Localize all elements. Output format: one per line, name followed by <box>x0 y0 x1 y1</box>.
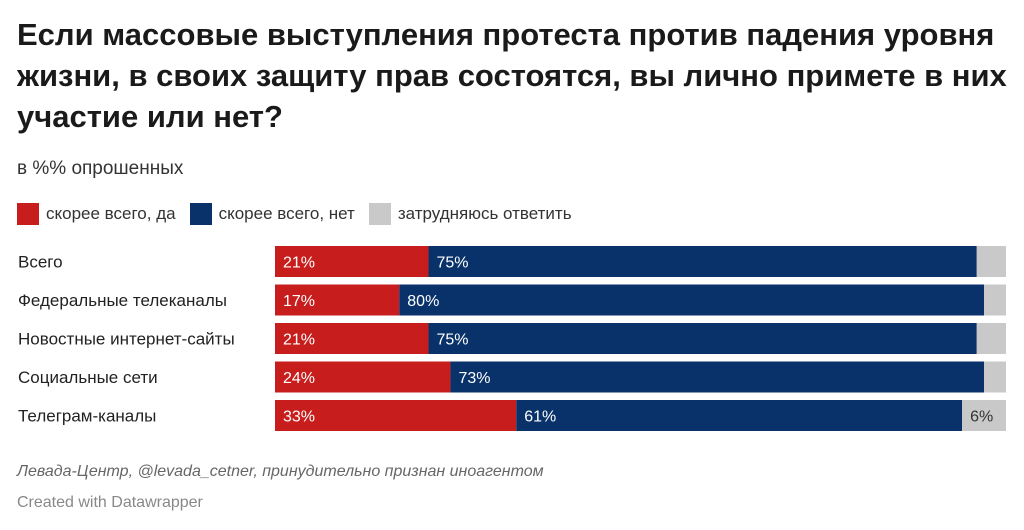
legend-item-unsure: затрудняюсь ответить <box>368 203 572 225</box>
bar-segment-unsure <box>976 246 1006 277</box>
data-label: 75% <box>437 255 469 272</box>
bar-segment-yes <box>275 361 451 393</box>
legend-swatch-no <box>189 203 212 225</box>
data-label: 75% <box>437 332 469 349</box>
bar-segment-unsure <box>976 323 1006 354</box>
data-label: 33% <box>283 409 315 426</box>
category-label: Новостные интернет-сайты <box>18 330 235 349</box>
bar-segment-no <box>450 361 985 393</box>
data-label: 24% <box>283 370 315 387</box>
data-label: 17% <box>283 293 315 310</box>
legend: скорее всего, да скорее всего, нет затру… <box>17 203 586 225</box>
category-label: Социальные сети <box>18 368 158 387</box>
data-label: 73% <box>458 370 490 387</box>
bar-segment-yes <box>275 400 517 431</box>
legend-swatch-unsure <box>368 203 391 225</box>
chart-subtitle: в %% опрошенных <box>17 158 184 179</box>
bar-segment-no <box>516 400 963 431</box>
bar-segment-no <box>428 323 977 354</box>
bar-segment-unsure <box>984 284 1006 316</box>
legend-label-unsure: затрудняюсь ответить <box>397 204 572 223</box>
data-label: 21% <box>283 332 315 349</box>
legend-label-no: скорее всего, нет <box>218 204 355 223</box>
category-label: Всего <box>18 253 63 272</box>
category-label: Телеграм-каналы <box>18 407 156 426</box>
legend-item-no: скорее всего, нет <box>189 203 355 225</box>
bar-segment-no <box>428 246 977 277</box>
data-label: 80% <box>407 293 439 310</box>
data-label: 6% <box>970 409 993 426</box>
data-label: 21% <box>283 255 315 272</box>
legend-item-yes: скорее всего, да <box>17 203 176 225</box>
source-note: Левада-Центр, @levada_cetner, принудител… <box>17 463 544 480</box>
credit-note: Created with Datawrapper <box>17 494 203 511</box>
chart-title: Если массовые выступления протеста проти… <box>17 17 1007 134</box>
legend-swatch-yes <box>17 203 39 225</box>
bar-segment-yes <box>275 284 400 316</box>
bar-segment-unsure <box>962 400 1006 431</box>
category-label: Федеральные телеканалы <box>18 291 227 310</box>
bar-segment-no <box>399 284 985 316</box>
bar-segment-yes <box>275 246 429 277</box>
bar-segment-yes <box>275 323 429 354</box>
bar-segment-unsure <box>984 361 1006 393</box>
data-label: 61% <box>524 409 556 426</box>
legend-label-yes: скорее всего, да <box>46 204 176 223</box>
